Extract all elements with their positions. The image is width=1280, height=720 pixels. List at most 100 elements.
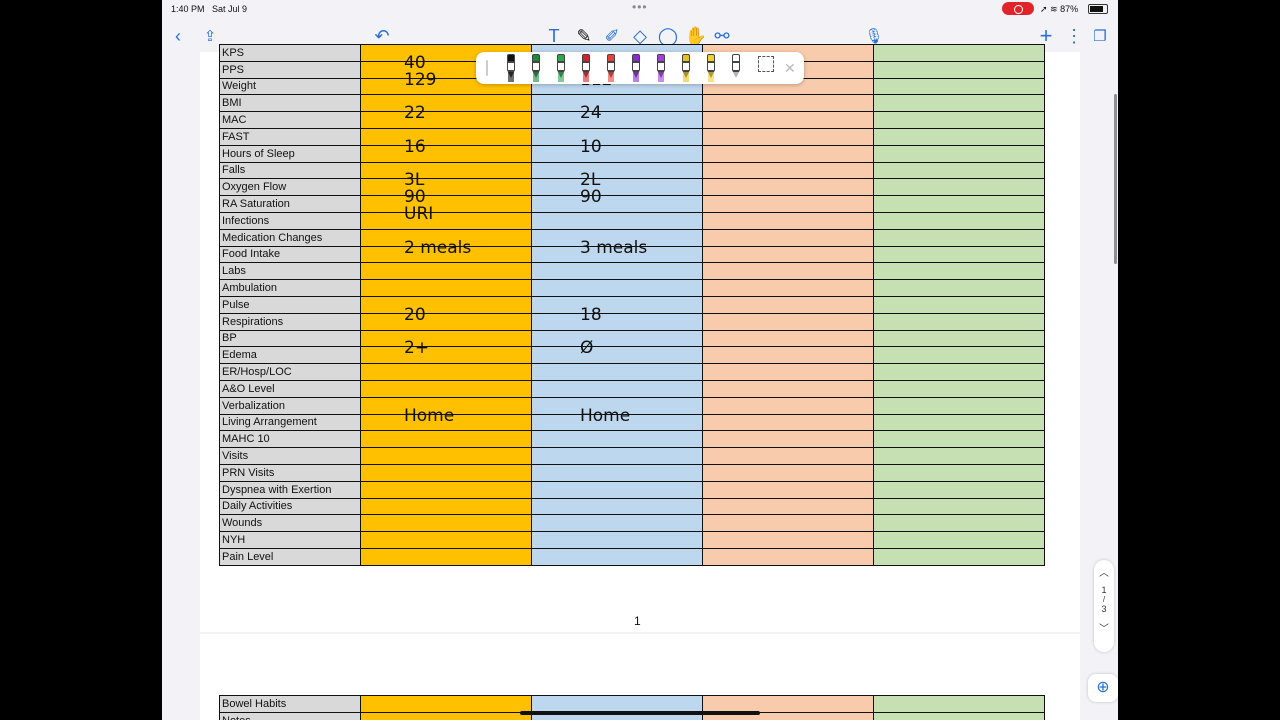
pen-color-swatch[interactable]	[506, 54, 516, 82]
visit-cell-2[interactable]	[531, 144, 703, 163]
visit-cell-4[interactable]	[873, 480, 1045, 499]
pen-color-swatch[interactable]	[656, 54, 666, 82]
visit-cell-4[interactable]	[873, 94, 1045, 113]
visit-cell-2[interactable]	[531, 195, 703, 213]
visit-cell-4[interactable]	[873, 228, 1045, 247]
visit-cell-3[interactable]	[702, 312, 874, 331]
visit-cell-2[interactable]	[531, 262, 703, 281]
visit-cell-1[interactable]	[360, 178, 532, 197]
visit-cell-2[interactable]	[531, 279, 703, 297]
visit-cell-3[interactable]	[702, 211, 874, 230]
visit-cell-1[interactable]	[360, 379, 532, 398]
visit-cell-1[interactable]	[360, 211, 532, 230]
document-page-2[interactable]: Bowel HabitsNotes	[200, 634, 1080, 720]
visit-cell-4[interactable]	[873, 161, 1045, 180]
visit-cell-3[interactable]	[702, 111, 874, 129]
visit-cell-4[interactable]	[873, 396, 1045, 415]
visit-cell-3[interactable]	[702, 94, 874, 113]
visit-cell-2[interactable]	[531, 211, 703, 230]
text-tool-icon[interactable]: T	[548, 26, 560, 46]
screen-recording-indicator[interactable]	[1002, 2, 1034, 15]
home-indicator[interactable]	[520, 711, 760, 715]
pen-tool-icon[interactable]: ✎	[576, 26, 592, 46]
visit-cell-2[interactable]	[531, 363, 703, 381]
visit-cell-4[interactable]	[873, 295, 1045, 314]
visit-cell-4[interactable]	[873, 547, 1045, 566]
lasso-icon[interactable]: ◯	[657, 26, 679, 46]
visit-cell-2[interactable]	[531, 447, 703, 465]
share-icon[interactable]: ⇪	[203, 27, 217, 45]
visit-cell-3[interactable]	[702, 161, 874, 180]
visit-cell-4[interactable]	[873, 245, 1045, 264]
visit-cell-1[interactable]	[360, 480, 532, 499]
visit-cell-2[interactable]	[531, 295, 703, 314]
link-tool-icon[interactable]: ⚯	[714, 26, 730, 46]
visit-cell-2[interactable]	[531, 312, 703, 331]
visit-cell-2[interactable]	[531, 127, 703, 146]
eraser-icon[interactable]: ◇	[633, 26, 647, 46]
visit-cell-3[interactable]	[702, 430, 874, 449]
shape-tool-icon[interactable]: ✋	[684, 26, 708, 46]
visit-cell-1[interactable]	[360, 695, 532, 713]
pages-icon[interactable]: ❐	[1093, 27, 1107, 45]
visit-cell-1[interactable]	[360, 514, 532, 533]
chevron-down-icon[interactable]: ﹀	[1099, 624, 1109, 635]
visit-cell-1[interactable]	[360, 262, 532, 281]
close-icon[interactable]: ✕	[784, 60, 796, 76]
visit-cell-4[interactable]	[873, 531, 1045, 549]
visit-cell-4[interactable]	[873, 497, 1045, 516]
pen-color-swatch[interactable]	[581, 54, 591, 82]
pen-color-swatch[interactable]	[556, 54, 566, 82]
plus-icon[interactable]: +	[1039, 23, 1053, 48]
visit-cell-2[interactable]	[531, 379, 703, 398]
visit-cell-1[interactable]	[360, 547, 532, 566]
visit-cell-4[interactable]	[873, 144, 1045, 163]
visit-cell-3[interactable]	[702, 413, 874, 432]
visit-cell-1[interactable]	[360, 413, 532, 432]
visit-cell-2[interactable]	[531, 111, 703, 129]
visit-cell-3[interactable]	[702, 228, 874, 247]
pen-color-swatch[interactable]	[606, 54, 616, 82]
visit-cell-4[interactable]	[873, 514, 1045, 533]
visit-cell-1[interactable]	[360, 430, 532, 449]
visit-cell-3[interactable]	[702, 245, 874, 264]
visit-cell-3[interactable]	[702, 279, 874, 297]
pen-color-swatch[interactable]	[706, 54, 716, 82]
tray-handle[interactable]	[486, 60, 488, 76]
visit-cell-1[interactable]	[360, 295, 532, 314]
visit-cell-1[interactable]	[360, 279, 532, 297]
visit-cell-1[interactable]	[360, 531, 532, 549]
visit-cell-4[interactable]	[873, 711, 1045, 720]
visit-cell-3[interactable]	[702, 531, 874, 549]
visit-cell-4[interactable]	[873, 211, 1045, 230]
visit-cell-1[interactable]	[360, 144, 532, 163]
chevron-left-icon[interactable]: ‹	[175, 26, 181, 46]
visit-cell-2[interactable]	[531, 547, 703, 566]
visit-cell-4[interactable]	[873, 60, 1045, 79]
visit-cell-2[interactable]	[531, 178, 703, 197]
visit-cell-1[interactable]	[360, 127, 532, 146]
visit-cell-4[interactable]	[873, 77, 1045, 96]
visit-cell-3[interactable]	[702, 379, 874, 398]
visit-cell-1[interactable]	[360, 329, 532, 348]
highlighter-icon[interactable]: ✐	[604, 26, 620, 46]
visit-cell-4[interactable]	[873, 262, 1045, 281]
visit-cell-3[interactable]	[702, 514, 874, 533]
visit-cell-3[interactable]	[702, 346, 874, 365]
visit-cell-2[interactable]	[531, 430, 703, 449]
visit-cell-1[interactable]	[360, 94, 532, 113]
visit-cell-2[interactable]	[531, 695, 703, 713]
visit-cell-1[interactable]	[360, 447, 532, 465]
visit-cell-3[interactable]	[702, 547, 874, 566]
pen-color-swatch[interactable]	[731, 54, 741, 82]
document-page-1[interactable]: KPS PPS Weight BMI MAC FAST Hours of Sleep Fall…	[200, 44, 1080, 632]
visit-cell-3[interactable]	[702, 127, 874, 146]
visit-cell-2[interactable]	[531, 94, 703, 113]
visit-cell-4[interactable]	[873, 413, 1045, 432]
pen-color-swatch[interactable]	[631, 54, 641, 82]
visit-cell-4[interactable]	[873, 312, 1045, 331]
visit-cell-1[interactable]	[360, 396, 532, 415]
visit-cell-2[interactable]	[531, 161, 703, 180]
visit-cell-1[interactable]	[360, 195, 532, 213]
visit-cell-2[interactable]	[531, 228, 703, 247]
